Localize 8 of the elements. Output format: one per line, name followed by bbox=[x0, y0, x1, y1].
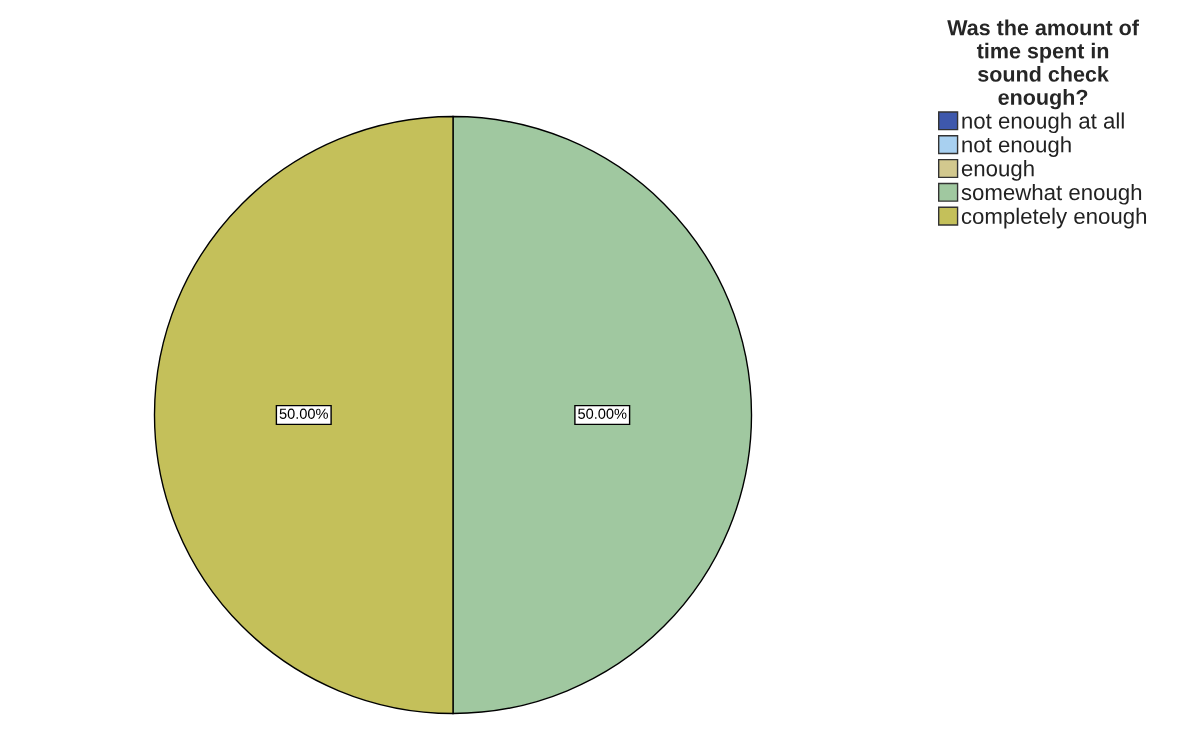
legend-label: enough bbox=[961, 160, 1034, 181]
data-label: 50.00% bbox=[279, 408, 328, 419]
legend-label: not enough at all bbox=[962, 112, 1124, 134]
data-label: 50.00% bbox=[578, 408, 627, 419]
legend-label: completely enough bbox=[961, 207, 1147, 229]
legend-label: somewhat enough bbox=[961, 183, 1142, 205]
legend-label: not enough bbox=[962, 136, 1071, 157]
legend-title: Was the amount of time spent in sound check enough? bbox=[947, 19, 1139, 110]
